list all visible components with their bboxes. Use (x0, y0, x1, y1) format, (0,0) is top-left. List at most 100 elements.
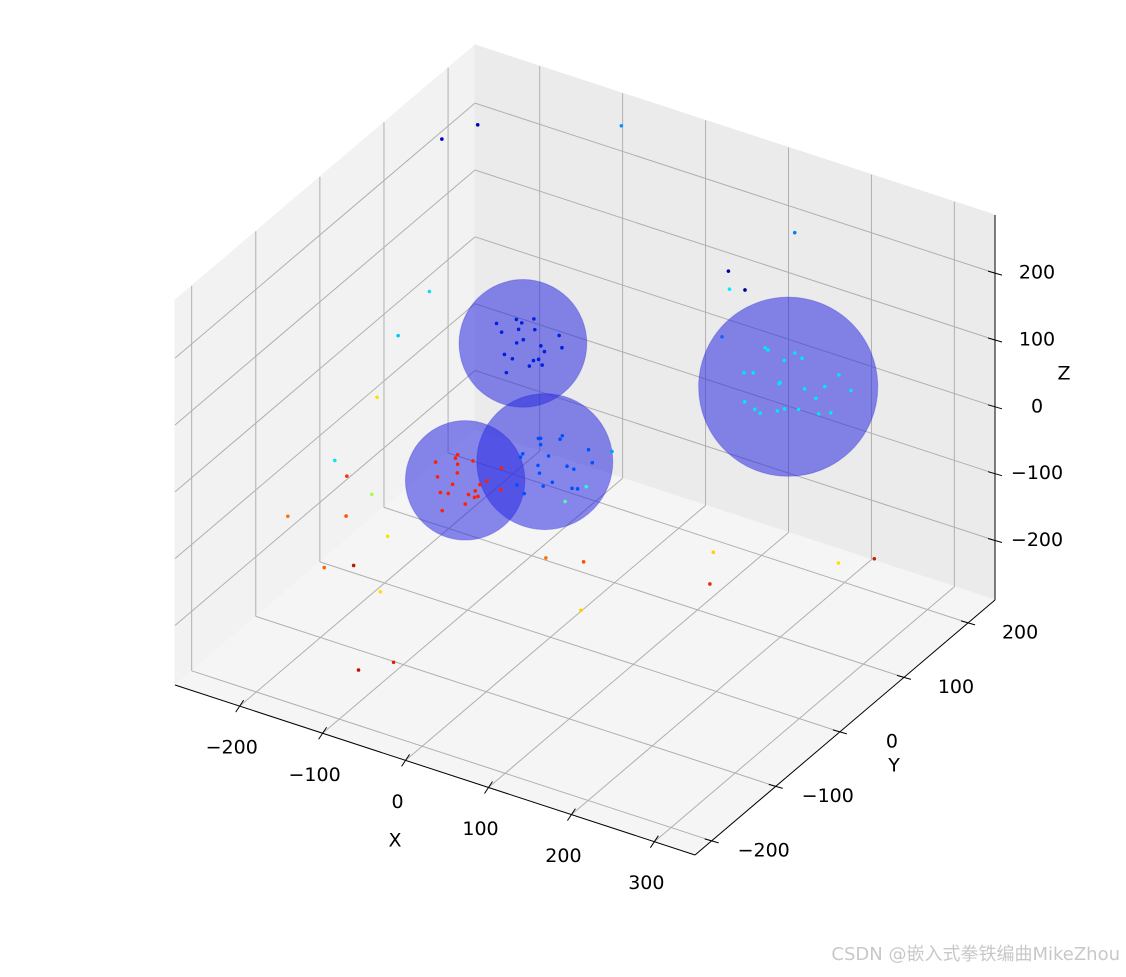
point (775, 409, 780, 413)
point (565, 464, 569, 468)
point (520, 451, 525, 456)
point (286, 514, 290, 519)
point (473, 489, 478, 493)
point (453, 456, 458, 460)
y-tick-label: 100 (938, 676, 974, 698)
point (499, 466, 504, 470)
z-axis-label: Z (1057, 363, 1070, 385)
point (433, 460, 438, 464)
point (333, 458, 337, 463)
grid-line (174, 169, 476, 426)
point (828, 411, 833, 415)
point (378, 589, 383, 594)
point (572, 467, 576, 471)
point (542, 349, 547, 354)
point (752, 407, 757, 412)
point (435, 475, 440, 479)
point (455, 452, 460, 457)
point (742, 370, 746, 375)
point (446, 491, 451, 496)
z-tick-label: 200 (1019, 262, 1055, 284)
z-tick-label: −200 (1011, 529, 1063, 551)
point (521, 337, 526, 342)
point (455, 471, 460, 475)
point (356, 668, 361, 672)
z-tick-label: 0 (1031, 395, 1043, 417)
point (792, 351, 797, 355)
point (440, 137, 444, 141)
point (544, 556, 548, 560)
y-tick-label: −100 (802, 785, 854, 807)
point (466, 492, 471, 497)
point (475, 123, 480, 127)
grid-line (474, 102, 996, 274)
point (782, 407, 787, 411)
point (796, 407, 801, 412)
point (515, 483, 519, 487)
point (558, 437, 562, 442)
watermark: CSDN @嵌入式拳铁编曲MikeZhou (831, 944, 1120, 965)
z-tick-label: −100 (1011, 462, 1063, 484)
point (438, 490, 443, 495)
point (527, 364, 532, 368)
point (782, 358, 786, 363)
point (476, 494, 480, 499)
point (849, 388, 853, 393)
point (427, 289, 432, 294)
point (872, 557, 877, 561)
point (836, 561, 841, 565)
point (763, 346, 767, 350)
point (385, 534, 390, 539)
point (743, 288, 747, 292)
point (816, 412, 821, 416)
point (533, 327, 537, 332)
point (450, 482, 455, 487)
grid-line (405, 504, 706, 761)
z-tick-label: 100 (1019, 328, 1055, 350)
point (531, 358, 536, 363)
point (455, 462, 460, 467)
point (758, 411, 763, 415)
x-axis-label: X (388, 830, 401, 852)
point (814, 396, 818, 401)
point (351, 563, 356, 568)
point (802, 387, 807, 391)
point (550, 480, 555, 485)
point (484, 479, 489, 483)
point (518, 455, 523, 460)
sphere (458, 279, 588, 408)
point (514, 317, 519, 322)
point (575, 487, 580, 491)
point (478, 482, 482, 487)
grid-line (174, 303, 476, 560)
point (742, 400, 747, 404)
point (375, 395, 379, 400)
point (751, 371, 756, 375)
point (519, 321, 524, 325)
point (537, 471, 542, 475)
point (792, 230, 797, 235)
grid-line (174, 370, 476, 626)
point (546, 454, 551, 458)
point (619, 123, 624, 128)
point (708, 582, 712, 586)
point (538, 436, 543, 441)
point (541, 484, 545, 488)
grid-line (654, 586, 955, 843)
point (579, 608, 583, 613)
point (540, 363, 544, 367)
point (345, 474, 349, 478)
x-tick-label: 0 (392, 791, 404, 813)
marks (286, 123, 879, 672)
point (581, 560, 586, 564)
point (538, 442, 543, 447)
y-tick-label: 0 (886, 730, 898, 752)
point (514, 341, 519, 345)
y-axis-label: Y (887, 755, 900, 777)
point (516, 327, 521, 332)
point (560, 345, 564, 350)
point (726, 269, 731, 273)
x-tick-label: 300 (628, 872, 664, 894)
point (727, 287, 732, 291)
